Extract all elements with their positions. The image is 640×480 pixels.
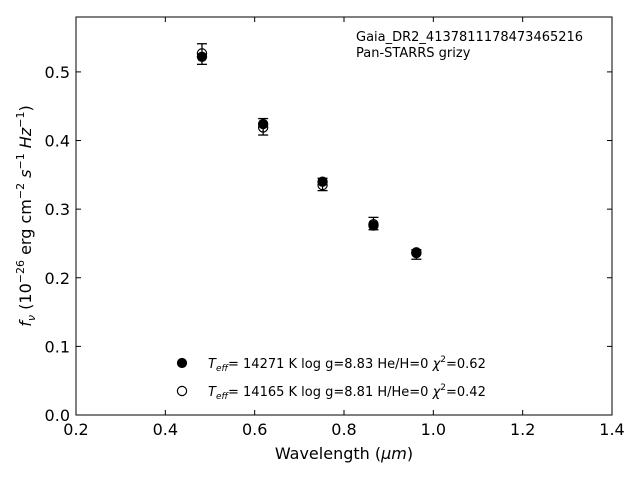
point-filled	[196, 51, 208, 63]
data-points	[196, 43, 422, 260]
x-tick-label: 0.4	[153, 420, 178, 439]
x-tick-label: 1.0	[421, 420, 446, 439]
point-open	[411, 247, 422, 258]
y-tick-label: 0.0	[45, 406, 70, 425]
legend-label-open: Teff= 14165 K log g=8.81 H/He=0 χ2=0.42	[208, 383, 486, 402]
legend-label-filled: Teff= 14271 K log g=8.83 He/H=0 χ2=0.62	[208, 355, 486, 374]
plot-area	[75, 16, 613, 416]
y-tick-label: 0.3	[45, 200, 70, 219]
legend-marker-open	[176, 385, 188, 397]
x-tick-label: 1.4	[599, 420, 624, 439]
point-filled	[257, 118, 269, 130]
x-axis-label: Wavelength (μm)	[275, 444, 413, 463]
y-tick-label: 0.5	[45, 63, 70, 82]
y-tick-label: 0.4	[45, 132, 70, 151]
point-open	[368, 219, 379, 230]
x-tick-label: 0.6	[242, 420, 267, 439]
point-open	[196, 48, 208, 59]
y-axis-label: fν (10−26 erg cm−2 s−1 Hz−1)	[14, 105, 38, 326]
legend: Teff= 14271 K log g=8.83 He/H=0 χ2=0.62 …	[176, 355, 486, 402]
x-axis-ticks: 0.2 0.4 0.6 0.8 1.0 1.2 1.4	[63, 17, 625, 439]
y-axis-ticks: 0.0 0.1 0.2 0.3 0.4 0.5	[45, 63, 612, 425]
legend-marker-filled	[176, 357, 188, 369]
point-open	[317, 179, 328, 191]
x-tick-label: 0.2	[63, 420, 88, 439]
annotation-object-id: Gaia_DR2_4137811178473465216	[356, 30, 583, 45]
x-tick-label: 1.2	[510, 420, 535, 439]
y-tick-label: 0.2	[45, 269, 70, 288]
annotation-photometry: Pan-STARRS grizy	[356, 46, 471, 61]
point-open	[257, 122, 269, 133]
point-filled	[317, 176, 328, 187]
x-tick-label: 0.8	[331, 420, 356, 439]
y-tick-label: 0.1	[45, 337, 70, 356]
